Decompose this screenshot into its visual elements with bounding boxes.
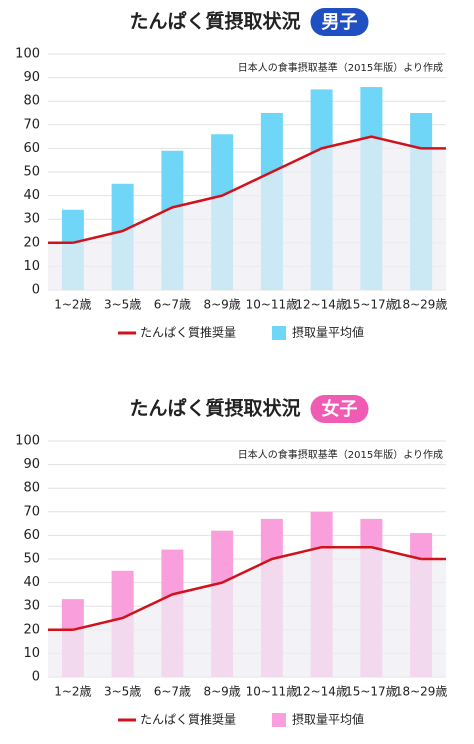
chart-subtitle: 男子 bbox=[322, 12, 358, 33]
legend-swatch bbox=[272, 326, 286, 340]
chart-title: たんぱく質摂取状況 bbox=[129, 397, 300, 420]
legend-swatch bbox=[272, 713, 286, 727]
badge bbox=[310, 395, 369, 423]
x-tick-label: 10~11歳 bbox=[246, 298, 299, 312]
y-tick-label: 30 bbox=[23, 212, 40, 227]
legend-label: 摂取量平均値 bbox=[292, 712, 364, 727]
x-tick-label: 1~2歳 bbox=[54, 298, 91, 312]
y-tick-label: 100 bbox=[15, 47, 40, 62]
y-tick-label: 70 bbox=[23, 117, 40, 132]
line bbox=[72, 135, 422, 245]
y-tick-label: 80 bbox=[23, 481, 40, 496]
y-tick-label: 60 bbox=[23, 528, 40, 543]
x-tick-label: 10~11歳 bbox=[246, 685, 299, 699]
y-tick-label: 30 bbox=[23, 599, 40, 614]
x-tick-label: 1~2歳 bbox=[54, 685, 91, 699]
x-tick-label: 12~14歳 bbox=[295, 685, 348, 699]
x-tick-label: 6~7歳 bbox=[154, 298, 191, 312]
note: 日本人の食事摂取基準（2015年版）より作成 bbox=[238, 61, 443, 74]
y-tick-label: 100 bbox=[15, 434, 40, 449]
y-tick-label: 0 bbox=[32, 283, 40, 298]
line-area bbox=[48, 547, 446, 677]
badge bbox=[310, 8, 369, 36]
y-tick-label: 20 bbox=[23, 235, 40, 250]
legend-label: 摂取量平均値 bbox=[292, 325, 364, 340]
y-tick-label: 70 bbox=[23, 504, 40, 519]
x-tick-label: 8~9歳 bbox=[203, 298, 240, 312]
y-tick-label: 90 bbox=[23, 70, 40, 85]
y-tick-label: 80 bbox=[23, 94, 40, 109]
chart-subtitle: 女子 bbox=[322, 398, 358, 420]
x-tick-label: 3~5歳 bbox=[104, 685, 141, 699]
y-tick-label: 10 bbox=[23, 646, 40, 661]
legend-label: たんぱく質推奨量 bbox=[140, 325, 236, 340]
y-tick-label: 90 bbox=[23, 457, 40, 472]
x-tick-label: 18~29歳 bbox=[395, 298, 448, 312]
y-tick-label: 20 bbox=[23, 622, 40, 637]
x-tick-label: 8~9歳 bbox=[203, 685, 240, 699]
x-tick-label: 12~14歳 bbox=[295, 298, 348, 312]
line bbox=[72, 545, 422, 632]
x-tick-label: 3~5歳 bbox=[104, 298, 141, 312]
x-tick-label: 15~17歳 bbox=[345, 685, 398, 699]
note: 日本人の食事摂取基準（2015年版）より作成 bbox=[238, 448, 443, 461]
y-tick-label: 50 bbox=[23, 552, 40, 567]
y-tick-label: 0 bbox=[32, 670, 40, 685]
line-area bbox=[48, 136, 446, 290]
y-tick-label: 40 bbox=[23, 188, 40, 203]
x-tick-label: 15~17歳 bbox=[345, 298, 398, 312]
legend-label: たんぱく質推奨量 bbox=[140, 712, 236, 727]
y-tick-label: 40 bbox=[23, 575, 40, 590]
y-tick-label: 50 bbox=[23, 165, 40, 180]
chart-title: たんぱく質摂取状況 bbox=[129, 10, 300, 33]
x-tick-label: 18~29歳 bbox=[395, 685, 448, 699]
y-tick-label: 60 bbox=[23, 141, 40, 156]
x-tick-label: 6~7歳 bbox=[154, 685, 191, 699]
y-tick-label: 10 bbox=[23, 259, 40, 274]
